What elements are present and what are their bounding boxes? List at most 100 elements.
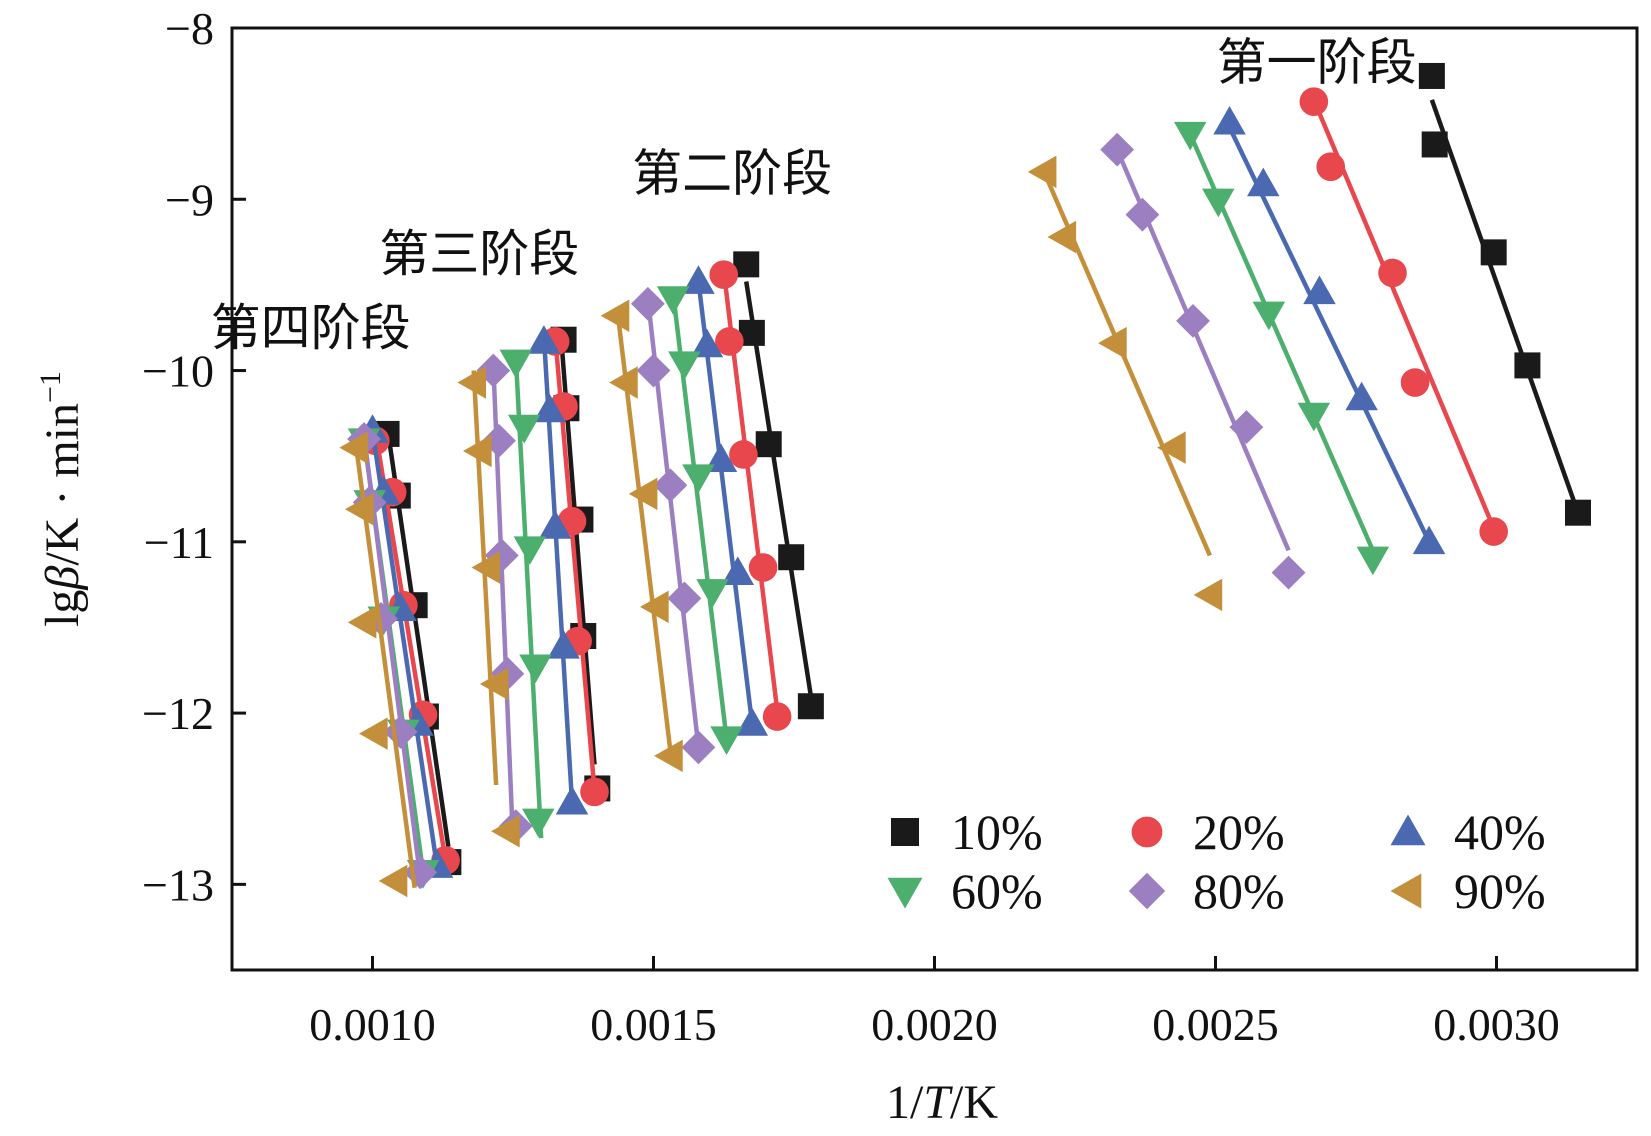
fit-line <box>1429 99 1581 514</box>
y-axis-title-superscript: −1 <box>34 371 67 403</box>
data-point <box>797 693 824 720</box>
data-point <box>1173 121 1207 151</box>
x-tick-label: 0.0025 <box>1152 999 1279 1050</box>
x-tick-label: 0.0020 <box>871 999 998 1050</box>
data-point <box>491 815 520 848</box>
data-point <box>533 393 566 423</box>
data-point <box>1400 368 1430 397</box>
data-point <box>1125 197 1160 232</box>
data-point <box>1100 132 1135 167</box>
y-tick-label: −13 <box>142 859 214 910</box>
x-tick-label: 0.0015 <box>590 999 717 1050</box>
data-point <box>682 464 715 493</box>
data-point <box>1229 410 1264 444</box>
data-point <box>1297 402 1331 432</box>
x-tick-label: 0.0010 <box>309 999 436 1050</box>
data-point <box>1047 220 1077 254</box>
plot-frame <box>230 26 1639 972</box>
x-axis-title: 1/T/K <box>886 1076 998 1129</box>
data-point <box>479 667 509 701</box>
legend-marker <box>1128 872 1166 910</box>
data-point <box>667 581 702 616</box>
legend-label: 40% <box>1454 804 1546 860</box>
fit-line <box>744 281 814 697</box>
data-point <box>1252 301 1286 331</box>
data-point <box>600 299 630 332</box>
data-point <box>339 431 368 464</box>
data-point <box>359 717 388 750</box>
data-point <box>463 434 492 468</box>
data-point <box>1480 239 1507 266</box>
data-point <box>762 702 792 731</box>
fit-line <box>471 370 499 786</box>
data-point <box>682 265 715 294</box>
data-point <box>696 579 729 608</box>
fit-line <box>1227 126 1432 543</box>
legend-marker <box>1390 873 1422 909</box>
y-tick-label: −8 <box>165 3 214 54</box>
data-point <box>482 423 516 458</box>
data-point <box>507 414 541 444</box>
stage-label: 第一阶段 <box>1217 33 1417 91</box>
data-point <box>527 325 561 354</box>
data-point <box>471 551 501 584</box>
data-point <box>1303 275 1336 305</box>
x-axis-title-part-1: 1/ <box>886 1076 924 1129</box>
legend: 10% 20% 40% 60% 80% 90% <box>887 804 1546 919</box>
data-point <box>547 630 580 659</box>
stage-label: 第四阶段 <box>211 299 411 357</box>
plot-layer <box>339 62 1591 898</box>
data-point <box>1247 167 1280 197</box>
data-point <box>654 739 683 773</box>
data-point <box>628 477 658 511</box>
legend-label: 60% <box>951 863 1043 919</box>
data-point <box>1193 578 1223 612</box>
y-axis-title: lgβ/K · min−1 <box>34 371 89 627</box>
data-point <box>1514 352 1541 379</box>
series-90pct <box>339 155 1223 898</box>
data-point <box>1202 188 1235 218</box>
data-point <box>748 553 778 582</box>
data-point <box>1418 62 1445 89</box>
data-point <box>378 864 408 898</box>
data-point <box>721 556 755 585</box>
data-point <box>1345 381 1378 411</box>
legend-marker <box>1131 816 1163 848</box>
data-point <box>1378 258 1407 288</box>
x-tick-label: 0.0030 <box>1433 999 1560 1050</box>
data-point <box>1157 431 1186 464</box>
data-point <box>1421 131 1448 158</box>
data-point <box>630 286 665 321</box>
data-point <box>640 590 669 624</box>
series-20pct <box>361 87 1508 875</box>
y-axis-title-part-2: β <box>36 566 89 591</box>
series-10pct <box>373 62 1591 876</box>
data-point <box>1271 555 1306 590</box>
data-point <box>709 260 739 289</box>
legend-marker <box>891 818 919 846</box>
stage-label: 第二阶段 <box>632 145 832 203</box>
data-point <box>1564 499 1591 526</box>
data-point <box>1299 87 1329 116</box>
legend-label: 90% <box>1454 863 1546 919</box>
data-point <box>555 785 589 815</box>
x-axis-title-part-3: /K <box>950 1076 998 1129</box>
data-point <box>522 808 555 838</box>
data-point <box>668 351 701 380</box>
data-point <box>609 366 638 399</box>
data-point <box>1098 326 1127 360</box>
data-point <box>519 654 552 684</box>
data-point <box>778 544 805 571</box>
data-point <box>710 726 743 756</box>
data-point <box>653 468 688 503</box>
data-point <box>1356 546 1390 576</box>
x-axis-title-part-2: T <box>923 1076 953 1129</box>
fit-line <box>513 356 544 839</box>
y-axis-title-part-1: lg <box>36 590 89 627</box>
y-tick-label: −11 <box>144 517 214 568</box>
data-point <box>538 510 572 539</box>
data-point <box>690 328 724 358</box>
legend-marker <box>887 877 923 909</box>
